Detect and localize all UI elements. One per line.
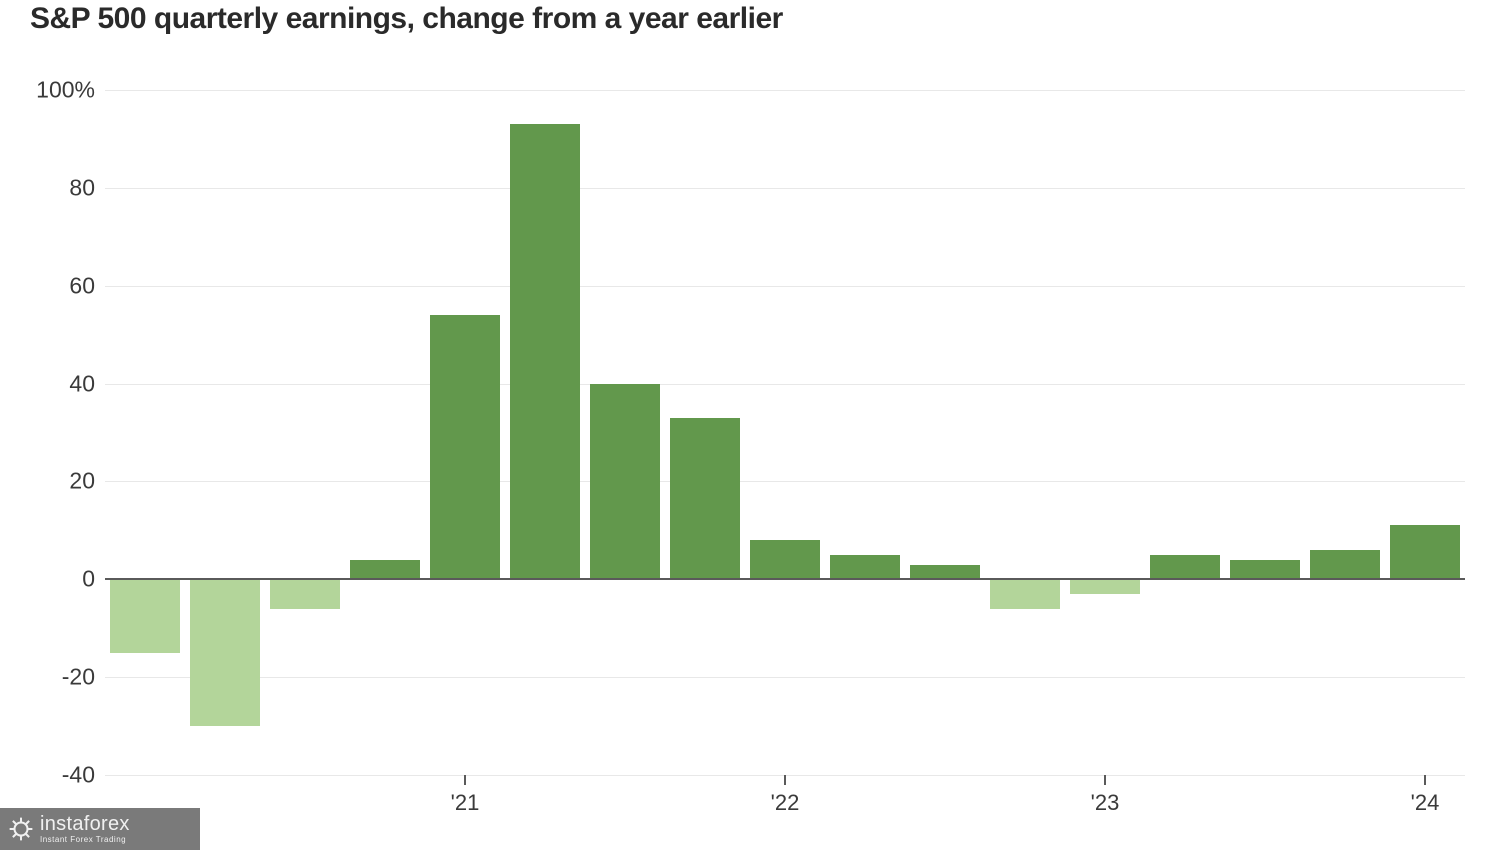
xtick	[464, 775, 466, 785]
ytick-label-100: 100%	[25, 77, 95, 104]
gridline	[105, 90, 1465, 91]
xtick	[1104, 775, 1106, 785]
bar	[670, 418, 740, 579]
bar	[350, 560, 420, 580]
bar	[510, 124, 580, 579]
bar	[270, 579, 340, 608]
zero-baseline	[105, 578, 1465, 580]
bar	[110, 579, 180, 652]
xtick	[784, 775, 786, 785]
xtick-label-21: '21	[451, 790, 480, 816]
xtick-label-22: '22	[771, 790, 800, 816]
gridline	[105, 677, 1465, 678]
gridline	[105, 481, 1465, 482]
ytick-label-n40: -40	[25, 762, 95, 789]
gridline	[105, 188, 1465, 189]
ytick-label-0: 0	[25, 566, 95, 593]
xtick-label-23: '23	[1091, 790, 1120, 816]
brand-tagline: Instant Forex Trading	[40, 836, 130, 844]
bar	[590, 384, 660, 580]
ytick-label-20: 20	[25, 468, 95, 495]
bar	[190, 579, 260, 726]
ytick-label-40: 40	[25, 370, 95, 397]
brand-name: instaforex	[40, 814, 130, 834]
bar	[910, 565, 980, 580]
plot-area	[105, 90, 1465, 775]
bar	[1230, 560, 1300, 580]
bar	[1150, 555, 1220, 579]
bar	[1310, 550, 1380, 579]
ytick-label-60: 60	[25, 272, 95, 299]
ytick-label-80: 80	[25, 174, 95, 201]
gridline	[105, 384, 1465, 385]
chart-title: S&P 500 quarterly earnings, change from …	[30, 2, 783, 36]
brand-overlay: instaforex Instant Forex Trading	[0, 808, 200, 850]
instaforex-logo-icon	[8, 816, 34, 842]
brand-text: instaforex Instant Forex Trading	[40, 814, 130, 844]
xtick	[1424, 775, 1426, 785]
gridline	[105, 286, 1465, 287]
bar	[430, 315, 500, 579]
bar	[990, 579, 1060, 608]
ytick-label-n20: -20	[25, 664, 95, 691]
bar	[1390, 525, 1460, 579]
bar	[1070, 579, 1140, 594]
bar	[830, 555, 900, 579]
xtick-label-24: '24	[1411, 790, 1440, 816]
chart-container: S&P 500 quarterly earnings, change from …	[0, 0, 1500, 850]
bar	[750, 540, 820, 579]
